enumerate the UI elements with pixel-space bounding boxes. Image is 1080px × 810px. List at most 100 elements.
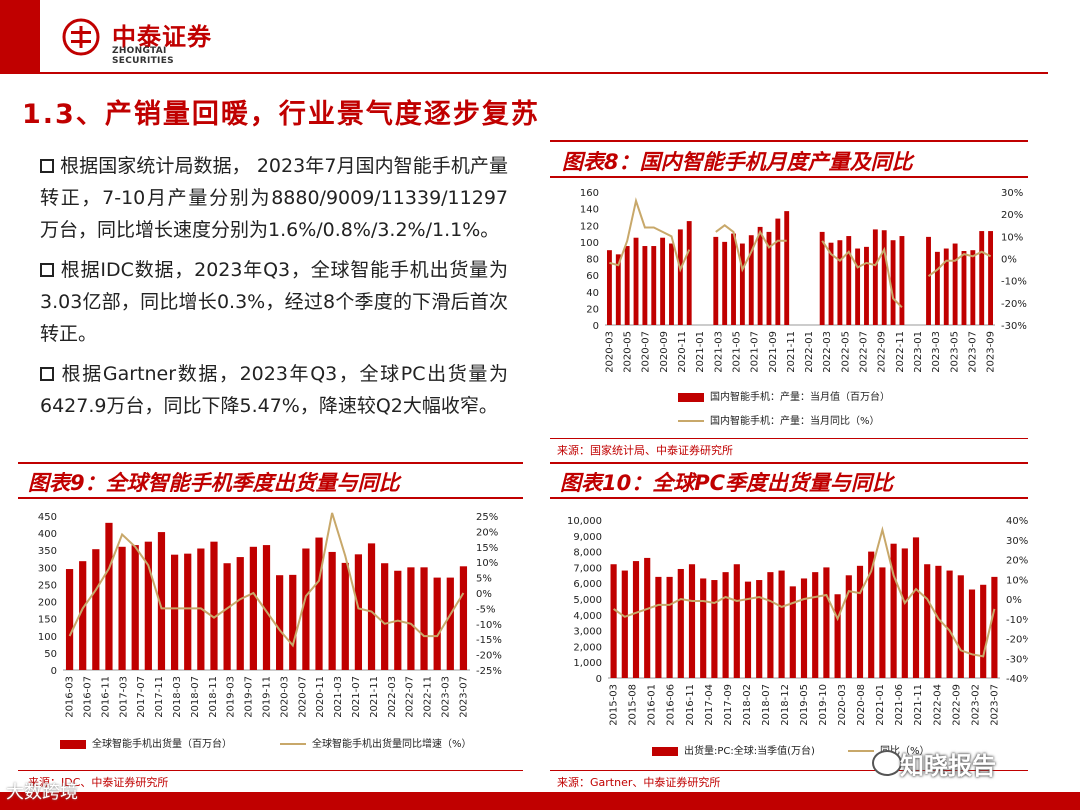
right-axis-tick-label: 5% bbox=[476, 574, 492, 585]
left-axis-tick-label: 120 bbox=[580, 221, 599, 232]
bar bbox=[731, 233, 736, 325]
x-axis-tick-label: 2020-11 bbox=[315, 676, 326, 718]
bar bbox=[846, 236, 852, 325]
bar bbox=[459, 566, 468, 670]
bar bbox=[733, 564, 740, 678]
x-axis-tick-label: 2023-05 bbox=[949, 331, 960, 373]
bar bbox=[881, 230, 887, 325]
x-axis-tick-label: 2023-07 bbox=[967, 331, 978, 373]
right-axis-tick-label: -20% bbox=[1006, 635, 1028, 646]
bar bbox=[642, 246, 648, 325]
x-axis-tick-label: 2021-11 bbox=[369, 676, 380, 718]
right-axis-tick-label: -30% bbox=[1001, 321, 1027, 332]
bar bbox=[367, 543, 376, 670]
right-axis-tick-label: -20% bbox=[1001, 299, 1027, 310]
left-axis-tick-label: 10,000 bbox=[567, 516, 602, 527]
x-axis-tick-label: 2022-07 bbox=[405, 676, 416, 718]
legend-label: 全球智能手机出货量（百万台） bbox=[92, 737, 232, 750]
bar bbox=[834, 594, 841, 678]
left-axis-tick-label: 140 bbox=[580, 205, 599, 216]
left-axis-tick-label: 50 bbox=[44, 649, 57, 660]
legend-label: 出货量:PC:全球:当季值(万台) bbox=[684, 744, 815, 757]
x-axis-tick-label: 2022-11 bbox=[895, 331, 906, 373]
left-axis-tick-label: 400 bbox=[38, 529, 57, 540]
x-axis-tick-label: 2022-11 bbox=[423, 676, 434, 718]
bar bbox=[236, 557, 244, 670]
x-axis-tick-label: 2017-03 bbox=[118, 676, 129, 718]
bar bbox=[651, 246, 657, 325]
bar bbox=[856, 565, 864, 678]
bar bbox=[739, 243, 745, 325]
x-axis-tick-label: 2022-03 bbox=[387, 676, 398, 718]
bar bbox=[79, 561, 87, 670]
yoy-line bbox=[613, 525, 996, 658]
header-divider bbox=[0, 72, 1048, 74]
bar bbox=[660, 237, 666, 325]
bullet-item: 根据Gartner数据，2023年Q3，全球PC出货量为6427.9万台，同比下… bbox=[40, 358, 508, 422]
bar bbox=[979, 231, 985, 325]
left-axis-tick-label: 7,000 bbox=[573, 563, 602, 574]
x-axis-tick-label: 2021-06 bbox=[894, 684, 905, 726]
bar bbox=[381, 563, 389, 670]
left-axis-tick-label: 6,000 bbox=[573, 579, 602, 590]
right-axis-tick-label: 20% bbox=[1006, 556, 1028, 567]
x-axis-tick-label: 2023-07 bbox=[989, 684, 1000, 726]
x-axis-tick-label: 2022-01 bbox=[804, 331, 815, 373]
bar bbox=[946, 570, 953, 678]
fig10-source: 来源：Gartner、中泰证券研究所 bbox=[557, 776, 721, 789]
right-axis-tick-label: 20% bbox=[476, 527, 498, 538]
bullet-text: 根据国家统计局数据， 2023年7月国内智能手机产量转正，7-10月产量分别为8… bbox=[40, 155, 508, 241]
x-axis-tick-label: 2022-05 bbox=[840, 331, 851, 373]
bar bbox=[688, 564, 696, 678]
fig9-top-line bbox=[18, 462, 523, 464]
bar bbox=[819, 231, 825, 325]
right-axis-tick-label: -15% bbox=[476, 635, 502, 646]
bar bbox=[722, 572, 729, 678]
x-axis-tick-label: 2020-07 bbox=[297, 676, 308, 718]
x-axis-tick-label: 2022-04 bbox=[932, 684, 943, 726]
header-logo-area: 中泰证券 ZHONGTAI SECURITIES bbox=[0, 0, 230, 72]
bar bbox=[924, 564, 931, 678]
x-axis-tick-label: 2021-01 bbox=[695, 331, 706, 373]
brand-name-cn: 中泰证券 bbox=[112, 23, 212, 51]
right-axis-tick-label: -10% bbox=[1001, 277, 1027, 288]
bar bbox=[901, 548, 908, 678]
right-axis-tick-label: -30% bbox=[1006, 654, 1028, 665]
x-axis-tick-label: 2016-11 bbox=[100, 676, 111, 718]
legend-bar-swatch bbox=[60, 740, 86, 749]
bar bbox=[988, 231, 994, 325]
brand-name-en: ZHONGTAI SECURITIES bbox=[112, 46, 174, 66]
bar bbox=[700, 578, 707, 678]
x-axis-tick-label: 2022-09 bbox=[951, 684, 962, 726]
section-title: 1.3、产销量回暖，行业景气度逐步复苏 bbox=[22, 99, 540, 130]
watermark-brand: 知晓报告 bbox=[900, 752, 996, 780]
left-axis-tick-label: 8,000 bbox=[573, 548, 602, 559]
x-axis-tick-label: 2015-08 bbox=[628, 684, 639, 726]
bar bbox=[289, 574, 297, 670]
bullet-list: 根据国家统计局数据， 2023年7月国内智能手机产量转正，7-10月产量分别为8… bbox=[40, 150, 508, 430]
x-axis-tick-label: 2017-09 bbox=[723, 684, 734, 726]
fig10-bottom-line bbox=[550, 770, 1028, 771]
bar bbox=[890, 240, 896, 325]
left-axis-tick-label: 100 bbox=[580, 238, 599, 249]
x-axis-tick-label: 2021-11 bbox=[786, 331, 797, 373]
bar bbox=[184, 553, 192, 670]
left-axis-tick-label: 150 bbox=[38, 615, 57, 626]
bullet-text: 根据Gartner数据，2023年Q3，全球PC出货量为6427.9万台，同比下… bbox=[40, 363, 508, 417]
bar bbox=[943, 248, 949, 325]
right-axis-tick-label: 30% bbox=[1001, 188, 1023, 199]
right-axis-tick-label: 0% bbox=[476, 589, 492, 600]
left-axis-tick-label: 450 bbox=[38, 512, 57, 523]
x-axis-tick-label: 2016-01 bbox=[647, 684, 658, 726]
x-axis-tick-label: 2021-05 bbox=[731, 331, 742, 373]
right-axis-tick-label: 10% bbox=[1006, 575, 1028, 586]
left-axis-tick-label: 5,000 bbox=[573, 595, 602, 606]
bar bbox=[756, 580, 763, 678]
left-axis-tick-label: 4,000 bbox=[573, 611, 602, 622]
left-axis-tick-label: 40 bbox=[586, 288, 599, 299]
bar bbox=[748, 235, 754, 325]
x-axis-tick-label: 2023-07 bbox=[458, 676, 469, 718]
watermark-corner: 大数跨境 bbox=[6, 782, 78, 803]
bar bbox=[845, 575, 852, 678]
bullet-item: 根据IDC数据，2023年Q3，全球智能手机出货量为3.03亿部，同比增长0.3… bbox=[40, 254, 508, 350]
